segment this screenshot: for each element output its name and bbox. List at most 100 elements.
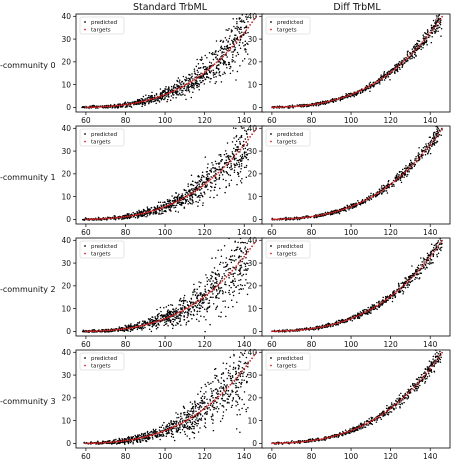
predicted-point (236, 159, 238, 162)
predicted-point (165, 323, 168, 325)
predicted-point (170, 310, 172, 313)
predicted-point (193, 310, 196, 312)
predicted-point (146, 215, 149, 217)
predicted-point (206, 75, 208, 78)
predicted-point (317, 328, 320, 331)
predicted-point (339, 99, 342, 102)
predicted-point (196, 304, 199, 307)
predicted-point (222, 292, 224, 295)
target-point (142, 100, 145, 103)
target-point (360, 201, 362, 204)
predicted-point (244, 263, 247, 265)
target-point (120, 104, 123, 107)
predicted-point (246, 42, 248, 45)
target-point (120, 328, 123, 331)
x-tick-label: 140 (237, 340, 252, 349)
predicted-point (434, 32, 436, 34)
target-point (219, 169, 222, 172)
predicted-point (432, 19, 435, 22)
predicted-point (168, 87, 170, 89)
target-point (231, 45, 234, 48)
predicted-point (214, 56, 217, 59)
predicted-point (427, 259, 430, 262)
predicted-point (206, 174, 208, 176)
target-point (431, 29, 434, 32)
predicted-point (226, 161, 228, 164)
predicted-point (206, 280, 209, 282)
predicted-point (216, 296, 218, 299)
predicted-point (231, 39, 233, 42)
predicted-point (435, 246, 438, 249)
predicted-point (205, 274, 207, 276)
predicted-point (233, 45, 236, 47)
predicted-point (385, 187, 388, 190)
predicted-point (215, 65, 218, 67)
predicted-point (172, 312, 174, 314)
predicted-point (169, 312, 172, 315)
predicted-point (237, 172, 240, 175)
target-point (122, 104, 125, 106)
target-point (174, 201, 176, 204)
predicted-point (164, 209, 167, 212)
target-point (183, 84, 186, 87)
predicted-point (240, 249, 242, 252)
predicted-point (195, 318, 198, 321)
target-point (249, 248, 252, 250)
predicted-point (388, 183, 390, 186)
target-point (201, 296, 204, 299)
predicted-point (232, 282, 235, 285)
target-point (356, 91, 358, 94)
target-point (166, 316, 168, 319)
target-point (340, 209, 343, 212)
predicted-point (234, 166, 236, 168)
predicted-point (227, 61, 230, 64)
predicted-point (201, 302, 203, 305)
target-point (278, 218, 281, 221)
predicted-point (213, 180, 216, 182)
predicted-point (215, 66, 218, 69)
target-point (273, 218, 275, 221)
predicted-point (245, 250, 247, 252)
target-point (182, 197, 184, 200)
target-point (389, 71, 392, 74)
predicted-point (147, 96, 149, 99)
predicted-point (227, 155, 229, 158)
predicted-point (173, 87, 175, 89)
predicted-point (156, 315, 159, 317)
x-tick-label: 60 (81, 228, 91, 237)
predicted-point (196, 69, 199, 72)
predicted-point (425, 33, 428, 35)
predicted-point (241, 153, 244, 156)
predicted-point (215, 168, 218, 171)
target-point (354, 204, 356, 206)
x-tick-label: 140 (237, 228, 252, 237)
target-point (393, 68, 396, 71)
predicted-point (383, 79, 386, 81)
predicted-point (235, 266, 237, 269)
target-point (178, 87, 180, 90)
points-layer (271, 126, 443, 221)
target-point (185, 307, 188, 310)
predicted-point (215, 306, 218, 309)
predicted-point (130, 323, 132, 325)
predicted-point (233, 290, 236, 292)
predicted-point (160, 314, 163, 317)
predicted-point (183, 294, 186, 297)
predicted-point (242, 20, 245, 22)
predicted-point (145, 213, 147, 216)
predicted-point (228, 37, 231, 40)
predicted-point (228, 267, 230, 270)
predicted-point (315, 216, 318, 219)
target-point (322, 101, 325, 104)
predicted-point (231, 168, 233, 170)
predicted-point (177, 211, 180, 213)
predicted-point (403, 58, 405, 60)
target-point (312, 215, 315, 218)
predicted-point (203, 65, 205, 68)
predicted-point (233, 249, 236, 252)
predicted-point (369, 90, 371, 92)
predicted-point (359, 92, 362, 94)
legend-label-targets: targets (277, 140, 297, 146)
y-tick-label: 20 (247, 170, 257, 179)
target-point (421, 41, 424, 44)
